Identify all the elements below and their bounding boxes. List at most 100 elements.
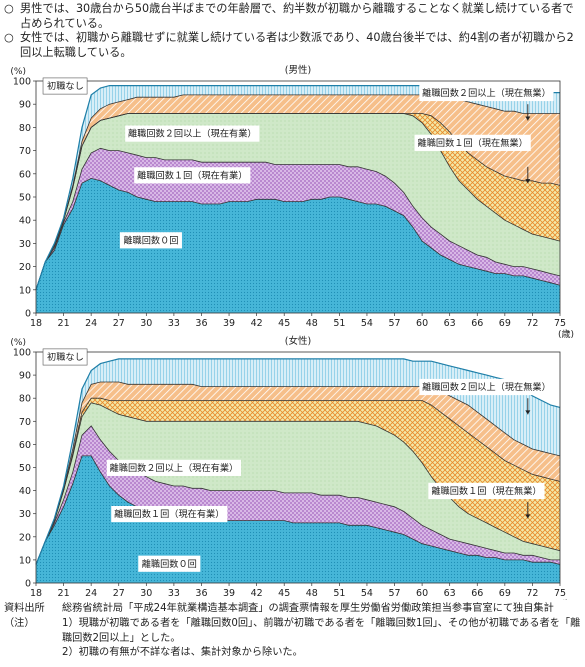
label-box	[414, 134, 531, 151]
x-tick-label: 63	[444, 588, 456, 599]
bullet-marker: ○	[4, 31, 14, 44]
x-tick-label: 45	[278, 588, 290, 599]
chart-title: (男性)	[285, 64, 311, 76]
label-box	[125, 125, 260, 142]
x-tick-label: 69	[499, 318, 511, 329]
y-tick-label: 100	[13, 348, 31, 359]
series-label-one_emp: 離職回数１回（現在有業）	[137, 169, 247, 181]
area-series	[36, 382, 560, 565]
series-line	[35, 381, 561, 565]
y-tick-label: 90	[19, 100, 31, 111]
series-line	[35, 147, 561, 290]
series-label-two_unemp: 離職回数２回以上（現在無業）	[422, 87, 551, 99]
x-tick-label: 30	[140, 318, 152, 329]
y-tick-label: 30	[19, 239, 31, 250]
label-box	[134, 167, 251, 184]
x-tick-label: 72	[526, 588, 538, 599]
note-key: 資料出所	[4, 603, 45, 614]
note-text: 1）現職が初職である者を「離職回数0回」、前職が初職である者を「離職回数1回」、…	[62, 617, 581, 644]
arrow-head	[525, 179, 531, 184]
area-series	[36, 358, 560, 565]
series-label-two_unemp: 離職回数２回以上（現在無業）	[422, 381, 551, 393]
x-tick-label: 48	[306, 588, 318, 599]
y-tick-label: 50	[19, 193, 31, 204]
x-tick-label: 21	[58, 588, 70, 599]
bullet-marker: ○	[4, 2, 14, 15]
series-line	[35, 455, 561, 565]
x-tick-label: 27	[113, 318, 125, 329]
series-label-two_emp: 離職回数２回以上（現在有業）	[110, 462, 239, 474]
y-tick-label: 0	[25, 309, 31, 320]
y-tick-label: 40	[19, 216, 31, 227]
x-tick-label: 48	[306, 318, 318, 329]
note-text: 総務省統計局「平成24年就業構造基本調査」の調査票情報を厚生労働省労働政策担当参…	[62, 603, 554, 614]
y-axis-unit: (%)	[10, 67, 26, 77]
x-tick-label: 18	[30, 318, 42, 329]
x-tick-label: 75	[554, 318, 566, 329]
y-tick-label: 60	[19, 440, 31, 451]
x-tick-label: 75	[554, 588, 566, 599]
x-tick-label: 57	[388, 318, 400, 329]
arrow-head	[525, 514, 531, 519]
bullet-text: 男性では、30歳台から50歳台半ばまでの年齢層で、約半数が初職から離職することな…	[20, 2, 574, 30]
area-series	[36, 425, 560, 565]
note-key: （注）	[4, 617, 35, 629]
label-box	[419, 378, 554, 396]
area-series	[36, 94, 560, 290]
x-tick-label: 66	[471, 318, 483, 329]
series-label-none: 初職なし	[47, 351, 84, 363]
x-tick-label: 63	[444, 318, 456, 329]
y-axis-unit: (%)	[10, 338, 26, 348]
x-tick-label: 21	[58, 318, 70, 329]
y-tick-label: 90	[19, 371, 31, 382]
series-line	[35, 402, 561, 565]
x-tick-label: 60	[416, 588, 428, 599]
label-box	[419, 84, 554, 102]
x-tick-label: 36	[195, 318, 207, 329]
x-tick-label: 57	[388, 588, 400, 599]
y-tick-label: 30	[19, 509, 31, 520]
x-tick-label: 39	[223, 588, 235, 599]
label-box	[428, 482, 545, 500]
y-tick-label: 40	[19, 486, 31, 497]
bullet-text: 女性では、初職から離職せずに就業し続けている者は少数派であり、40歳台後半では、…	[20, 31, 574, 59]
x-tick-label: 51	[333, 588, 345, 599]
note-row: 資料出所 総務省統計局「平成24年就業構造基本調査」の調査票情報を厚生労働省労働…	[4, 602, 584, 617]
y-tick-label: 80	[19, 394, 31, 405]
x-tick-label: 54	[361, 318, 373, 329]
note-row: （注） 1）現職が初職である者を「離職回数0回」、前職が初職である者を「離職回数…	[4, 617, 584, 647]
series-label-zero: 離職回数０回	[142, 558, 197, 570]
x-tick-label: 27	[113, 588, 125, 599]
x-tick-label: 24	[85, 588, 97, 599]
x-tick-label: 42	[251, 588, 263, 599]
x-tick-label: 69	[499, 588, 511, 599]
y-tick-label: 10	[19, 285, 31, 296]
footnotes: 資料出所 総務省統計局「平成24年就業構造基本調査」の調査票情報を厚生労働省労働…	[4, 602, 584, 661]
series-label-one_unemp: 離職回数１回（現在無業）	[418, 137, 528, 149]
area-series	[36, 148, 560, 290]
x-tick-label: 33	[168, 588, 180, 599]
x-tick-label: 42	[251, 318, 263, 329]
series-line	[35, 358, 561, 565]
male-chart: 0 10 20 30 40 50 60 70 80 90 100 18 21 24 27 30 33 36 39 42…	[10, 64, 574, 340]
series-label-one_unemp: 離職回数１回（現在無業）	[431, 485, 541, 497]
note-row: 2）初職の有無が不詳な者は、集計対象から除いた。	[4, 646, 584, 661]
y-tick-label: 60	[19, 169, 31, 180]
label-box	[138, 555, 201, 572]
x-tick-label: 51	[333, 318, 345, 329]
label-box	[119, 232, 182, 249]
y-tick-label: 10	[19, 555, 31, 566]
label-box	[106, 459, 242, 476]
series-label-one_emp: 離職回数１回（現在有業）	[114, 508, 224, 520]
area-series	[36, 178, 560, 313]
y-tick-label: 80	[19, 123, 31, 134]
x-tick-label: 45	[278, 318, 290, 329]
x-tick-label: 36	[195, 588, 207, 599]
area-series	[36, 113, 560, 290]
series-line	[35, 113, 561, 290]
y-tick-label: 20	[19, 532, 31, 543]
x-tick-label: 72	[526, 318, 538, 329]
x-tick-label: 24	[85, 318, 97, 329]
x-tick-label: 33	[168, 318, 180, 329]
